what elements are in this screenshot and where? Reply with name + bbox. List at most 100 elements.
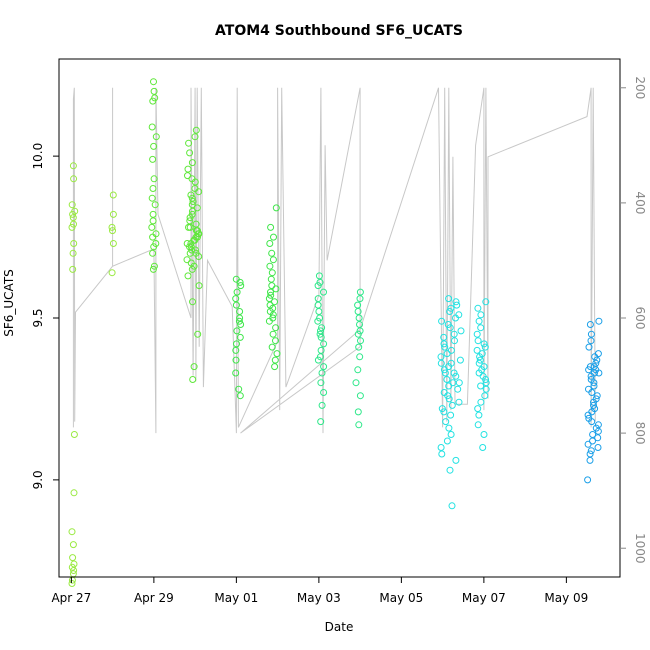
data-point [356,288,364,296]
data-point [594,444,602,451]
data-point [355,314,363,322]
data-point [184,272,192,280]
x-axis: Apr 27 Apr 29 May 01 May 03 May 05 May 07 May … [51,577,588,605]
data-point [236,333,244,341]
data-point [318,401,326,409]
x-tick-label: May 07 [462,591,506,605]
data-point [454,385,462,393]
data-point [584,411,592,419]
data-point [320,340,328,348]
data-point [437,359,445,367]
data-point [70,489,78,497]
data-point [70,567,78,574]
data-point [272,324,280,332]
data-point [314,282,322,290]
data-point [584,440,592,448]
data-point [475,317,483,325]
data-point [586,456,594,464]
data-point [189,376,197,383]
data-point [447,304,455,312]
data-point [151,201,159,209]
data-point [441,369,449,377]
data-point [593,356,601,364]
data-point [184,172,191,180]
data-point [266,240,274,247]
data-point [70,240,78,247]
data-point [149,155,157,163]
data-point [109,240,117,247]
data-point [149,233,157,241]
data-point [438,317,446,325]
data-point [477,311,485,319]
data-point [191,246,199,254]
data-point [480,431,488,438]
data-point [474,304,482,312]
data-point [68,201,76,209]
data-point [355,343,363,351]
data-point [457,327,465,335]
data-point [187,240,195,247]
data-point [186,149,194,157]
data-point [236,314,244,322]
data-point [69,265,77,273]
data-point [352,379,360,387]
data-point [268,269,276,277]
data-point [438,450,446,458]
data-point [355,421,363,429]
data-point [317,333,325,341]
data-point [267,288,274,296]
data-point [441,343,449,351]
data-point [476,353,484,361]
data-point [317,327,324,335]
data-point [192,220,200,228]
data-point [149,217,157,225]
data-point [475,359,483,367]
right-tick-label: 400 [633,191,647,214]
data-point [440,340,448,348]
data-point [590,401,597,409]
data-point [476,356,484,364]
right-tick-label: 1000 [633,533,647,564]
data-point [189,198,197,205]
data-point [317,418,325,426]
data-point [189,298,196,306]
data-point [70,175,78,183]
data-point [194,330,202,338]
data-point [594,434,602,442]
data-point [233,340,240,348]
data-point [186,217,194,225]
data-point [447,411,455,419]
data-point [195,188,203,196]
data-point [474,405,482,413]
data-point [191,178,199,186]
data-point [443,376,451,383]
data-point [443,437,451,445]
data-point [481,392,489,400]
data-point [593,392,601,400]
data-point [69,214,77,222]
data-point [314,356,322,364]
data-point [480,340,488,348]
data-point [587,330,595,338]
data-point [482,385,490,393]
data-point [148,223,156,231]
data-point [184,165,192,173]
data-point [265,317,273,325]
data-point [473,330,481,338]
data-point [595,369,603,377]
data-point [587,337,595,345]
data-point [320,389,328,396]
data-point [150,87,158,95]
data-point [70,431,78,438]
data-point [268,343,276,351]
y-tick-label: 9.0 [31,470,45,489]
data-point [150,78,157,86]
data-point [452,456,460,464]
y-tick-label: 10.0 [31,143,45,170]
data-point [68,580,76,587]
data-point [477,382,485,390]
right-tick-label: 800 [633,422,647,445]
x-tick-label: Apr 27 [51,591,91,605]
data-point [594,350,602,358]
data-point [477,398,485,406]
